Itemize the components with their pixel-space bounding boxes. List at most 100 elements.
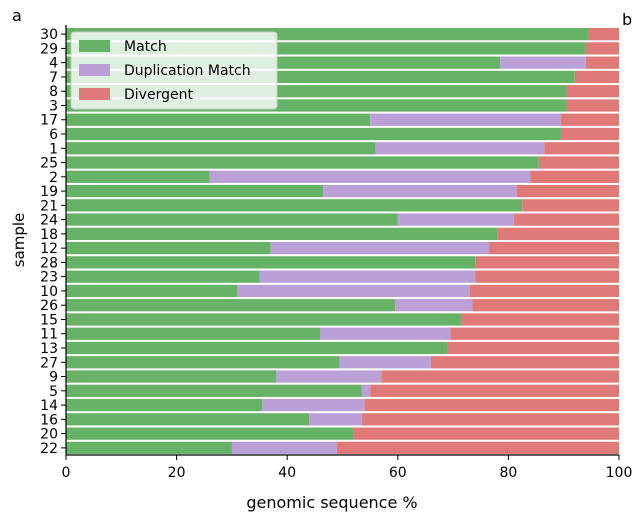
y-tick-label: 3 — [49, 98, 58, 114]
y-tick-label: 30 — [40, 27, 58, 43]
bar-match-sample-20 — [66, 427, 354, 440]
bar-match-sample-16 — [66, 413, 310, 426]
bar-match-sample-28 — [66, 256, 476, 269]
y-tick-label: 19 — [40, 184, 58, 200]
bar-match-sample-6 — [66, 127, 561, 141]
bar-divergent-sample-18 — [497, 227, 619, 241]
y-tick-label: 25 — [40, 156, 58, 172]
y-tick-label: 1 — [49, 141, 58, 157]
y-tick-label: 6 — [49, 127, 58, 143]
bar-divergent-sample-16 — [361, 413, 619, 426]
x-tick-label: 20 — [168, 465, 186, 481]
bar-divergent-sample-1 — [544, 142, 619, 155]
y-tick-label: 8 — [49, 84, 58, 100]
bar-divergent-sample-5 — [370, 384, 619, 397]
bar-divergent-sample-19 — [516, 184, 619, 198]
bar-duplication-match-sample-19 — [323, 184, 517, 198]
legend-swatch-duplication-match — [79, 64, 110, 76]
y-tick-label: 23 — [40, 270, 58, 286]
bar-match-sample-18 — [66, 227, 498, 241]
bar-duplication-match-sample-5 — [361, 384, 371, 397]
y-tick-label: 5 — [49, 384, 58, 400]
bar-divergent-sample-3 — [566, 99, 619, 112]
bar-match-sample-15 — [66, 313, 462, 326]
bar-match-sample-26 — [66, 299, 396, 312]
legend-swatch-match — [79, 40, 110, 52]
y-tick-label: 20 — [40, 427, 58, 443]
bar-divergent-sample-29 — [585, 42, 619, 55]
x-tick-label: 0 — [62, 465, 71, 481]
y-tick-label: 17 — [40, 113, 58, 129]
bar-divergent-sample-20 — [353, 427, 619, 440]
bar-duplication-match-sample-14 — [262, 398, 365, 412]
bar-match-sample-24 — [66, 213, 398, 226]
y-tick-label: 2 — [49, 170, 58, 186]
bar-match-sample-10 — [66, 284, 238, 298]
bar-divergent-sample-26 — [472, 299, 619, 312]
bar-match-sample-21 — [66, 199, 523, 212]
x-tick-label: 80 — [499, 465, 517, 481]
bar-duplication-match-sample-17 — [370, 113, 561, 126]
bar-duplication-match-sample-9 — [276, 370, 382, 383]
bar-divergent-sample-27 — [430, 356, 619, 369]
y-tick-label: 9 — [49, 370, 58, 386]
y-tick-label: 12 — [40, 241, 58, 257]
bar-match-sample-13 — [66, 341, 448, 355]
y-tick-label: 14 — [40, 398, 58, 414]
bar-divergent-sample-12 — [489, 241, 619, 255]
bar-divergent-sample-28 — [475, 256, 619, 269]
bar-divergent-sample-25 — [538, 156, 619, 169]
bar-duplication-match-sample-11 — [320, 327, 451, 340]
bar-divergent-sample-22 — [336, 441, 619, 455]
bar-divergent-sample-2 — [530, 170, 619, 183]
legend: Match Duplication Match Divergent — [70, 31, 278, 110]
y-tick-label: 10 — [40, 284, 58, 300]
y-tick-label: 13 — [40, 341, 58, 357]
bar-duplication-match-sample-2 — [209, 170, 531, 183]
bar-match-sample-5 — [66, 384, 362, 397]
bar-duplication-match-sample-22 — [231, 441, 337, 455]
bar-duplication-match-sample-16 — [309, 413, 362, 426]
bar-match-sample-22 — [66, 441, 232, 455]
bar-match-sample-25 — [66, 156, 539, 169]
bar-divergent-sample-15 — [461, 313, 619, 326]
bar-divergent-sample-7 — [574, 70, 619, 84]
ticks-group: 3029478317612521921241812282310261511132… — [40, 27, 632, 481]
bar-match-sample-17 — [66, 113, 371, 126]
bar-match-sample-2 — [66, 170, 210, 183]
bar-divergent-sample-23 — [475, 270, 619, 283]
y-tick-label: 22 — [40, 441, 58, 457]
bar-divergent-sample-30 — [588, 27, 619, 41]
bar-duplication-match-sample-1 — [375, 142, 545, 155]
legend-label-divergent: Divergent — [124, 87, 193, 103]
y-tick-label: 28 — [40, 255, 58, 271]
bar-duplication-match-sample-24 — [397, 213, 514, 226]
legend-swatch-divergent — [79, 88, 110, 100]
y-tick-label: 4 — [49, 56, 58, 72]
bar-divergent-sample-6 — [560, 127, 619, 141]
bar-divergent-sample-9 — [381, 370, 619, 383]
bar-match-sample-1 — [66, 142, 376, 155]
bar-divergent-sample-8 — [566, 85, 619, 98]
bar-duplication-match-sample-26 — [395, 299, 473, 312]
bar-divergent-sample-24 — [513, 213, 619, 226]
axes-group — [65, 25, 619, 456]
bar-divergent-sample-14 — [364, 398, 619, 412]
bar-duplication-match-sample-12 — [270, 241, 490, 255]
bar-divergent-sample-10 — [469, 284, 619, 298]
x-tick-label: 60 — [389, 465, 407, 481]
x-axis-label: genomic sequence % — [246, 493, 417, 512]
bar-divergent-sample-4 — [585, 56, 619, 69]
bar-match-sample-19 — [66, 184, 324, 198]
panel-label-a: a — [12, 6, 22, 25]
y-tick-label: 29 — [40, 41, 58, 57]
bar-duplication-match-sample-23 — [259, 270, 476, 283]
y-tick-label: 18 — [40, 227, 58, 243]
y-axis-label: sample — [10, 213, 28, 268]
bar-match-sample-9 — [66, 370, 277, 383]
bar-duplication-match-sample-27 — [339, 356, 431, 369]
legend-box — [70, 31, 278, 110]
bar-match-sample-27 — [66, 356, 340, 369]
bar-divergent-sample-11 — [450, 327, 619, 340]
